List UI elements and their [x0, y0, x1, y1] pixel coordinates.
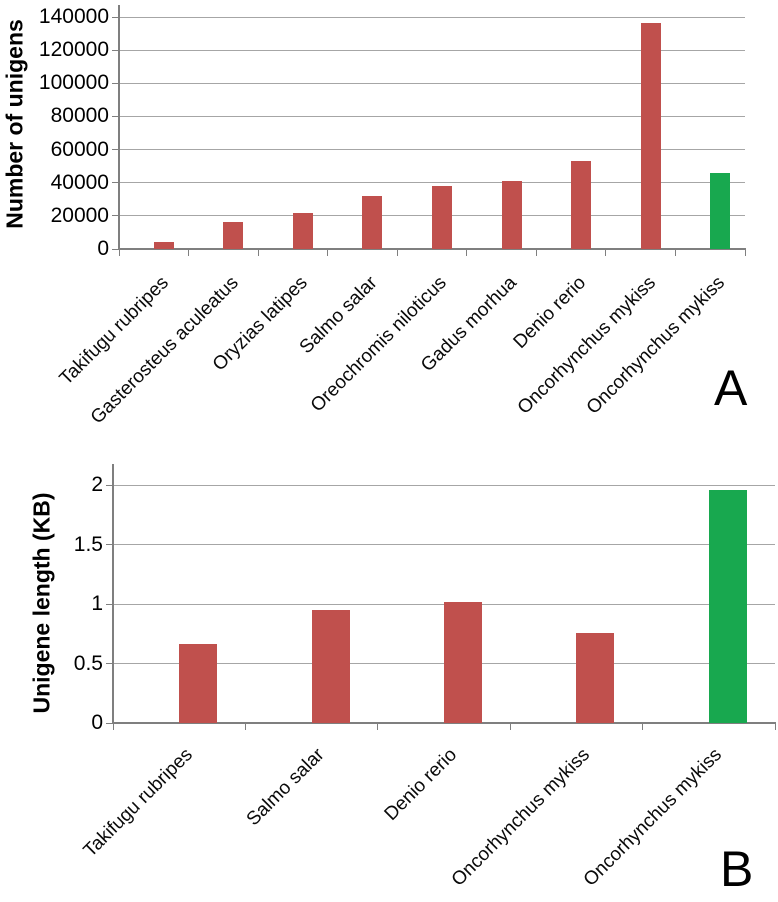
y-tick-label: 0.5	[73, 651, 103, 675]
bar-takifugu-rubripes	[153, 242, 174, 249]
y-axis-tick	[112, 82, 119, 84]
y-axis-tick	[112, 215, 119, 217]
gridline	[119, 115, 745, 117]
x-axis-tick	[327, 249, 329, 256]
x-axis-line	[118, 248, 746, 250]
y-axis-tick	[106, 544, 113, 545]
y-tick-label: 0	[91, 711, 103, 734]
x-category-label-oncorhynchus-mykiss: Oncorhynchus mykiss	[447, 744, 594, 891]
gridline	[113, 484, 775, 486]
x-category-label-oreochromis-niloticus: Oreochromis niloticus	[307, 272, 452, 417]
plot-area-b: 0 0.5 1 1.5 2 Takifugu rubripes Salmo salar Den…	[0, 450, 778, 902]
bar-salmo-salar	[362, 195, 383, 249]
bar-denio-rerio	[571, 161, 592, 249]
x-axis-tick	[744, 249, 746, 256]
x-axis-tick	[535, 249, 537, 256]
gridline	[119, 149, 745, 151]
x-axis-tick	[774, 723, 776, 730]
x-axis-tick	[112, 723, 114, 730]
bar-oncorhynchus-mykiss	[640, 22, 661, 249]
x-axis-tick	[466, 249, 468, 256]
bar-oncorhynchus-mykiss	[576, 632, 615, 723]
x-axis-tick	[118, 249, 120, 256]
bar-denio-rerio	[444, 601, 482, 723]
bar-salmo-salar	[311, 609, 350, 723]
x-axis-tick	[642, 723, 644, 730]
y-axis-tick	[106, 663, 113, 664]
bar-oryzias-latipes	[292, 213, 313, 249]
y-axis-tick	[112, 248, 119, 250]
y-axis-tick	[112, 16, 119, 18]
panel-a: Number of unigens 0 20000 40000 60000 80000 1…	[0, 0, 778, 450]
y-tick-label: 0	[97, 237, 109, 260]
y-tick-label: 1	[91, 592, 103, 615]
y-tick-label: 100000	[38, 71, 109, 95]
gridline	[119, 182, 745, 184]
y-tick-label: 20000	[50, 203, 109, 227]
x-axis-tick	[509, 723, 511, 730]
gridline	[119, 49, 745, 51]
y-tick-label: 140000	[38, 5, 109, 28]
y-axis-tick	[112, 115, 119, 117]
x-axis-tick	[396, 249, 398, 256]
x-axis-tick	[257, 249, 259, 256]
x-category-label-oncorhynchus-mykiss: Oncorhynchus mykiss	[583, 272, 730, 419]
bar-oncorhynchus-mykiss	[708, 489, 747, 723]
gridline	[113, 544, 775, 545]
y-tick-label: 120000	[38, 38, 109, 62]
bar-oncorhynchus-mykiss	[710, 172, 731, 249]
y-axis-tick	[112, 49, 119, 51]
panel-letter-b: B	[720, 841, 754, 897]
panel-b: Unigene length (KB) 0 0.5 1 1.5 2 Takifugu ru…	[0, 450, 778, 902]
y-axis-tick	[106, 603, 113, 605]
x-category-label-takifugu-rubripes: Takifugu rubripes	[79, 744, 197, 862]
x-axis-line	[112, 722, 776, 724]
x-axis-tick	[674, 249, 676, 256]
plot-area-a: 0 20000 40000 60000 80000 100000 120000 140000 T…	[0, 0, 778, 450]
bar-oreochromis-niloticus	[432, 186, 452, 249]
gridline	[119, 82, 745, 84]
panel-letter-a: A	[714, 360, 748, 416]
y-tick-label: 1.5	[73, 532, 103, 556]
y-tick-label: 80000	[50, 104, 109, 128]
bar-takifugu-rubripes	[179, 644, 218, 723]
x-category-label-oncorhynchus-mykiss: Oncorhynchus mykiss	[513, 272, 660, 419]
y-axis-line	[118, 5, 120, 249]
x-category-label-oncorhynchus-mykiss: Oncorhynchus mykiss	[579, 744, 726, 891]
x-axis-tick	[605, 249, 607, 256]
x-axis-tick	[188, 249, 190, 256]
gridline	[119, 16, 745, 18]
bar-gadus-morhua	[501, 181, 522, 249]
y-axis-tick	[112, 182, 119, 184]
y-axis-line	[112, 464, 114, 723]
x-category-label-salmo-salar: Salmo salar	[242, 744, 329, 831]
bar-gasterosteus-aculeatus	[223, 221, 244, 249]
y-tick-label: 60000	[50, 137, 109, 161]
x-axis-tick	[377, 723, 379, 730]
y-tick-label: 40000	[50, 170, 109, 194]
y-tick-label: 2	[91, 473, 103, 496]
x-category-label-denio-rerio: Denio rerio	[380, 744, 462, 825]
y-axis-tick	[112, 149, 119, 151]
y-axis-tick	[106, 484, 113, 486]
x-axis-tick	[244, 723, 246, 730]
y-axis-tick	[106, 722, 113, 724]
